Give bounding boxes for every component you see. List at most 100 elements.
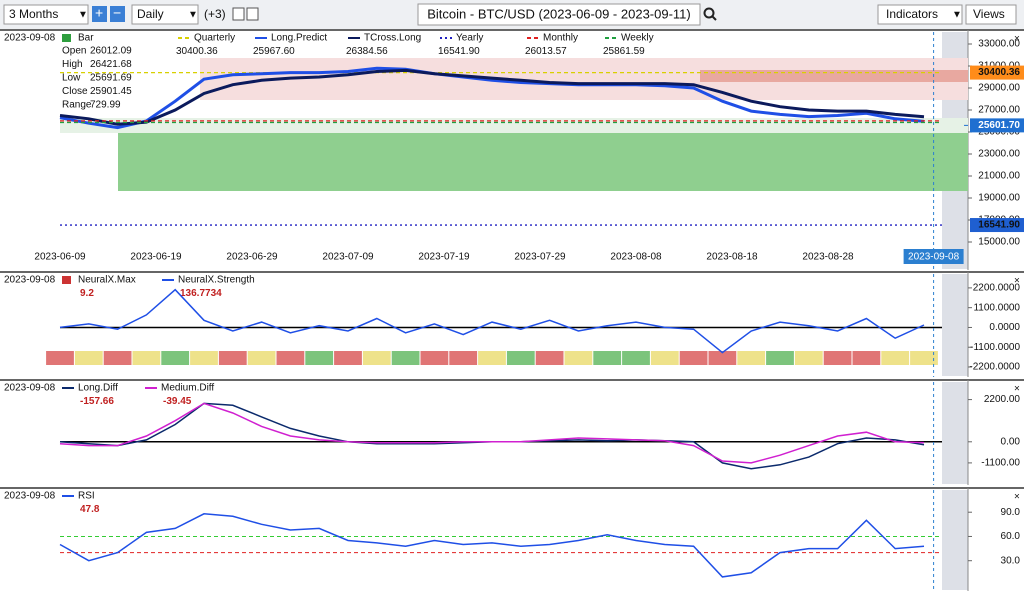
signal-band <box>737 351 766 365</box>
ohlc-name: Low <box>62 73 81 84</box>
legend-value: 30400.36 <box>176 46 218 57</box>
interval-select[interactable] <box>131 4 199 25</box>
signal-band <box>852 351 881 365</box>
signal-band <box>766 351 794 365</box>
title-box[interactable] <box>417 3 701 26</box>
minus: − <box>113 5 121 21</box>
legend-icon <box>62 34 71 42</box>
charts: 2023-09-08×33000.0031000.0029000.0027000… <box>0 29 1024 591</box>
zoom-in[interactable] <box>92 6 107 22</box>
signal-band <box>190 351 218 365</box>
panel-bg <box>0 380 1024 485</box>
legend-name: Weekly <box>621 33 654 44</box>
ohlc-name: Open <box>62 46 86 57</box>
x-tick-label: 2023-07-09 <box>322 252 374 263</box>
price-tag-label: 16541.90 <box>978 220 1020 231</box>
series-line <box>59 66 925 130</box>
legend-name: NeuralX.Max <box>78 275 136 286</box>
signal-band <box>276 351 305 365</box>
ohlc-value: 26012.09 <box>90 46 132 57</box>
signal-band <box>823 351 852 365</box>
indicators: Indicators <box>886 7 938 21</box>
legend-name: RSI <box>78 491 95 502</box>
legend-value: 47.8 <box>80 504 100 515</box>
signal-band <box>103 351 132 365</box>
signal-band <box>161 351 190 365</box>
legend-value: 26013.57 <box>525 46 567 57</box>
title: Bitcoin - BTC/USD (2023-06-09 - 2023-09-… <box>427 6 691 21</box>
search-icon[interactable] <box>703 7 715 19</box>
indicators-select[interactable] <box>877 4 963 25</box>
legend-name: Yearly <box>456 33 483 44</box>
signal-band <box>46 351 74 365</box>
series-line <box>59 68 925 126</box>
panel-date: 2023-09-08 <box>4 33 56 44</box>
add-button[interactable] <box>232 7 245 21</box>
close-icon: × <box>1014 34 1020 45</box>
resistance-band <box>700 70 968 82</box>
legend-name: Bar <box>78 33 94 44</box>
legend-icon <box>62 276 71 284</box>
y-tick-label: 0.0000 <box>989 322 1020 333</box>
y-tick-label: 29000.00 <box>978 83 1020 94</box>
signal-band <box>593 351 622 365</box>
close-icon: × <box>1014 276 1020 287</box>
y-tick-label: 27000.00 <box>978 105 1020 116</box>
legend-name: Long.Predict <box>271 33 327 44</box>
signal-band <box>679 351 708 365</box>
y-tick-label: 30.0 <box>1001 555 1021 566</box>
arrow: ▼ <box>188 10 198 21</box>
x-tick-label: 2023-06-19 <box>130 252 182 263</box>
plus: + <box>95 5 103 21</box>
signal-band <box>881 351 910 365</box>
ohlc-name: Range <box>62 100 92 111</box>
x-tick-label: 2023-08-18 <box>706 252 758 263</box>
signal-band <box>564 351 593 365</box>
cursor-date: 2023-09-08 <box>908 252 960 263</box>
x-tick-label: 2023-07-29 <box>514 252 566 263</box>
y-tick-label: 60.0 <box>1001 531 1021 542</box>
price-tag-label: 30400.36 <box>978 67 1020 78</box>
signal-band <box>794 351 823 365</box>
remove-button[interactable] <box>246 7 259 21</box>
ohlc-value: 729.99 <box>90 100 121 111</box>
legend-value: 9.2 <box>80 288 94 299</box>
panel-date: 2023-09-08 <box>4 275 56 286</box>
price-tag <box>970 118 1024 133</box>
ohlc-name: High <box>62 59 83 70</box>
zoom-out[interactable] <box>110 6 125 22</box>
ohlc-value: 26421.68 <box>90 59 132 70</box>
y-tick-label: 0.00 <box>1001 436 1021 447</box>
series-line <box>59 288 925 354</box>
y-tick-label: 2200.00 <box>984 394 1021 405</box>
y-tick-label: 21000.00 <box>978 171 1020 182</box>
period: 3 Months <box>9 7 58 21</box>
signal-band <box>218 351 247 365</box>
legend-name: TCross.Long <box>364 33 421 44</box>
signal-band <box>247 351 276 365</box>
signal-band <box>708 351 737 365</box>
legend-value: 16541.90 <box>438 46 480 57</box>
signal-band <box>420 351 449 365</box>
ohlc-value: 25691.69 <box>90 73 132 84</box>
interval: Daily <box>137 7 164 21</box>
price-tag <box>970 218 1024 233</box>
signal-band <box>391 351 420 365</box>
signal-band <box>334 351 362 365</box>
y-tick-label: 23000.00 <box>978 149 1020 160</box>
signal-band <box>305 351 334 365</box>
legend-value: 26384.56 <box>346 46 388 57</box>
close-icon: × <box>1014 384 1020 395</box>
x-tick-label: 2023-06-09 <box>34 252 86 263</box>
close-icon: × <box>1014 492 1020 503</box>
legend-value: -39.45 <box>163 396 192 407</box>
period-select[interactable] <box>3 4 89 25</box>
arrow: ▼ <box>78 10 88 21</box>
price-tag <box>970 65 1024 80</box>
price-tag-label: 25601.70 <box>978 120 1020 131</box>
views-select[interactable] <box>965 4 1017 25</box>
legend-name: Medium.Diff <box>161 383 214 394</box>
legend-name: Quarterly <box>194 33 235 44</box>
signal-band <box>506 351 535 365</box>
